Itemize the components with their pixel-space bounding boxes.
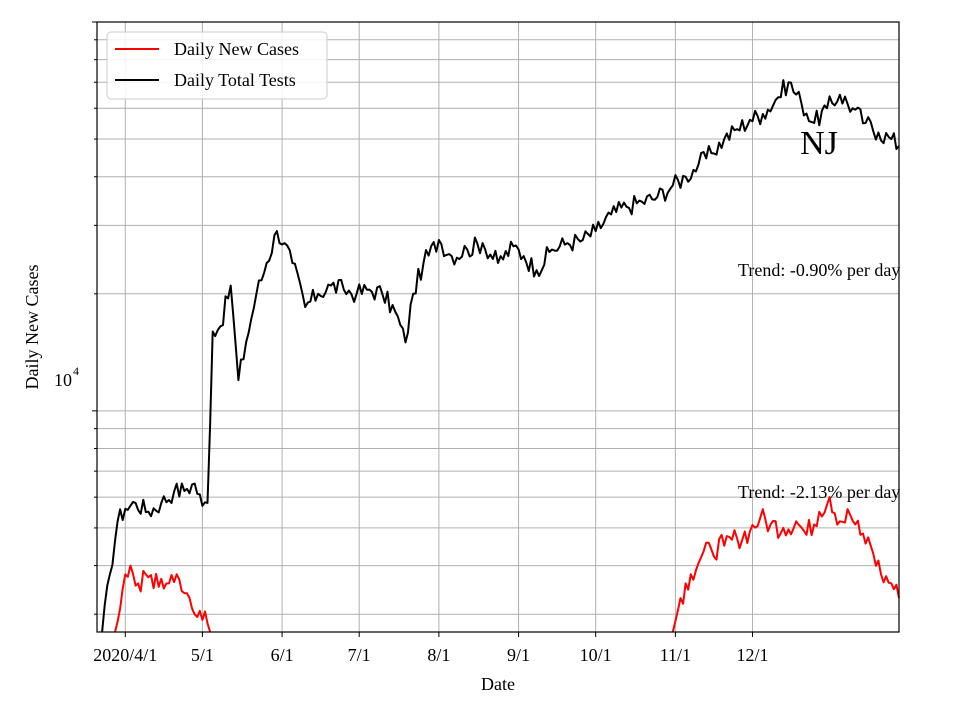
x-tick-label: 8/1 [427, 645, 450, 665]
y-tick-exponent: 4 [73, 364, 79, 378]
legend: Daily New Cases Daily Total Tests [106, 31, 328, 100]
series-layer [101, 79, 900, 633]
x-tick-label: 11/1 [660, 645, 691, 665]
x-tick-label: 5/1 [191, 645, 214, 665]
x-tick-label: 2020/4/1 [93, 645, 157, 665]
state-label: NJ [800, 125, 838, 162]
daily-new-cases-line [114, 564, 212, 633]
grid-lines [97, 21, 899, 632]
x-tick-label: 6/1 [271, 645, 294, 665]
x-axis-label: Date [481, 674, 515, 694]
daily-total-tests-line [101, 79, 900, 633]
x-tick-label: 12/1 [736, 645, 768, 665]
trend-tests-label: Trend: -0.90% per day [738, 260, 900, 280]
x-tick-label: 7/1 [348, 645, 371, 665]
legend-label-cases: Daily New Cases [174, 39, 299, 59]
plot-frame [96, 21, 900, 633]
y-major-tick-label: 10 4 [54, 364, 79, 390]
axis-ticks: 2020/4/1 5/1 6/1 7/1 8/1 9/1 10/1 11/1 12/1 [92, 21, 768, 665]
x-tick-label: 9/1 [507, 645, 530, 665]
daily-new-cases-line [671, 496, 900, 633]
x-tick-label: 10/1 [580, 645, 612, 665]
y-tick-base: 10 [54, 370, 72, 390]
trend-cases-label: Trend: -2.13% per day [738, 482, 900, 502]
legend-label-tests: Daily Total Tests [174, 70, 296, 90]
y-axis-label: Daily New Cases [22, 265, 42, 390]
legend-box [106, 31, 328, 100]
